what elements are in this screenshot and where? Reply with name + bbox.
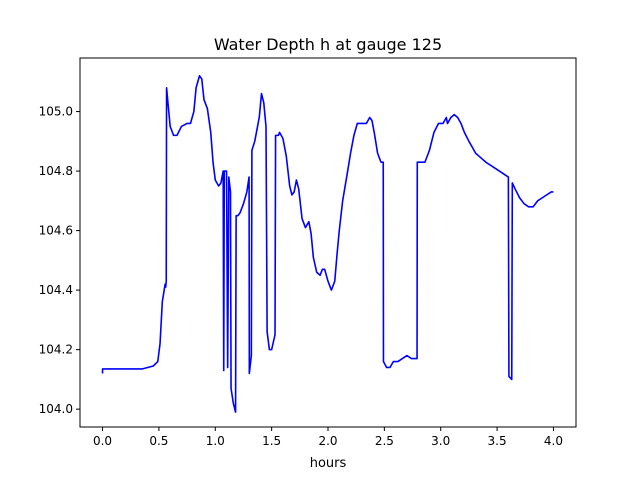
y-tick-label: 104.2 [39,343,73,357]
x-tick-label: 4.0 [544,434,563,448]
x-axis-label: hours [310,456,347,471]
y-tick-label: 105.0 [39,105,73,119]
x-tick-label: 3.0 [431,434,450,448]
chart-title: Water Depth h at gauge 125 [214,35,442,54]
y-tick-label: 104.4 [39,283,73,297]
x-tick-label: 2.5 [375,434,394,448]
series-line-0 [101,75,554,413]
x-tick-label: 0.5 [149,434,168,448]
y-tick-label: 104.8 [39,164,73,178]
y-tick-label: 104.6 [39,224,73,238]
x-tick-label: 1.5 [262,434,281,448]
x-tick-label: 0.0 [93,434,112,448]
plot-area [101,75,554,413]
y-axis: 104.0 104.2 104.4 104.6 104.8 105.0 [39,105,80,416]
x-tick-label: 3.5 [488,434,507,448]
y-tick-label: 104.0 [39,402,73,416]
x-tick-label: 1.0 [206,434,225,448]
x-tick-label: 2.0 [318,434,337,448]
x-axis: 0.0 0.5 1.0 1.5 2.0 2.5 3.0 3.5 4.0 [93,427,563,448]
